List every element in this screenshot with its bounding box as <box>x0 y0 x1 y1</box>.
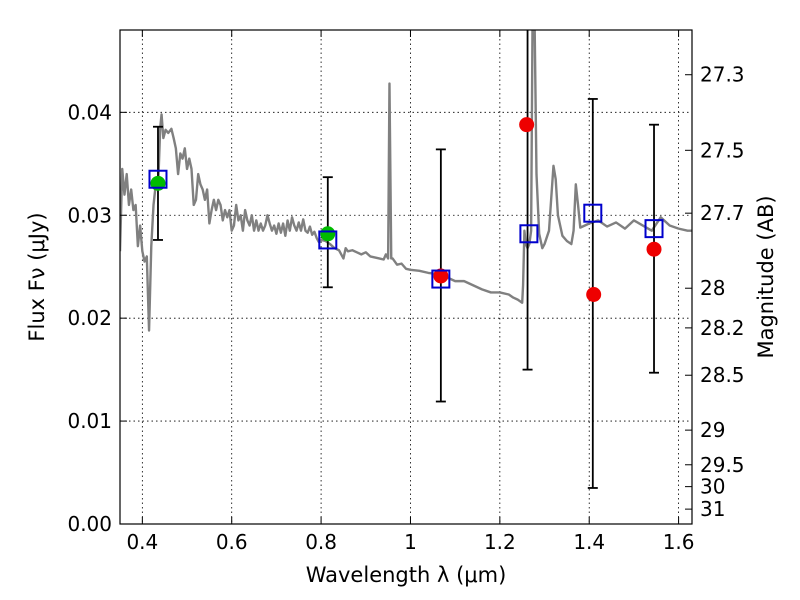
red-data-point <box>433 268 449 284</box>
magnitude-tick-label: 29.5 <box>700 453 745 477</box>
x-tick-label: 0.8 <box>305 530 337 554</box>
x-tick-label: 1 <box>404 530 417 554</box>
magnitude-tick-label: 29 <box>700 418 725 442</box>
plot-frame <box>119 29 693 525</box>
x-axis-label: Wavelength λ (μm) <box>306 563 507 587</box>
y-tick-label: 0.03 <box>67 203 112 227</box>
model-square-point <box>644 219 664 239</box>
magnitude-tick-label: 27.3 <box>700 63 745 87</box>
model-square-point <box>431 269 451 289</box>
y-tick-label: 0.00 <box>67 512 112 536</box>
y-tick-label: 0.02 <box>67 306 112 330</box>
x-tick-label: 1.4 <box>573 530 605 554</box>
magnitude-tick-label: 31 <box>700 497 725 521</box>
model-square-point <box>583 203 603 223</box>
plot-layer <box>120 30 692 489</box>
spectrum-line <box>120 30 692 332</box>
magnitude-tick-label: 28 <box>700 276 725 300</box>
magnitude-tick-label: 28.2 <box>700 316 745 340</box>
model-square-point <box>318 230 338 250</box>
magnitude-tick-label: 27.5 <box>700 138 745 162</box>
red-data-point <box>586 286 602 302</box>
magnitude-tick-label: 28.5 <box>700 363 745 387</box>
magnitude-axis-label: Magnitude (AB) <box>754 195 778 358</box>
plot-area-background <box>120 30 692 524</box>
green-data-point <box>320 226 336 242</box>
y-tick-label: 0.01 <box>67 409 112 433</box>
red-data-point <box>519 117 535 133</box>
y-tick-label: 0.04 <box>67 100 112 124</box>
x-tick-label: 1.2 <box>484 530 516 554</box>
x-tick-label: 0.6 <box>216 530 248 554</box>
y-axis-label: Flux Fν (μJy) <box>25 212 49 341</box>
x-tick-label: 1.6 <box>663 530 695 554</box>
magnitude-tick-label: 27.7 <box>700 201 745 225</box>
magnitude-tick-label: 30 <box>700 475 725 499</box>
axes: 0.4 0.6 0.8 1 1.2 1.4 1.6 0.00 0.01 0.02 0.03 0.04 2… <box>67 30 745 554</box>
model-square-point <box>519 224 539 244</box>
red-data-point <box>646 241 662 257</box>
x-tick-label: 0.4 <box>126 530 158 554</box>
model-square-point <box>148 169 168 189</box>
